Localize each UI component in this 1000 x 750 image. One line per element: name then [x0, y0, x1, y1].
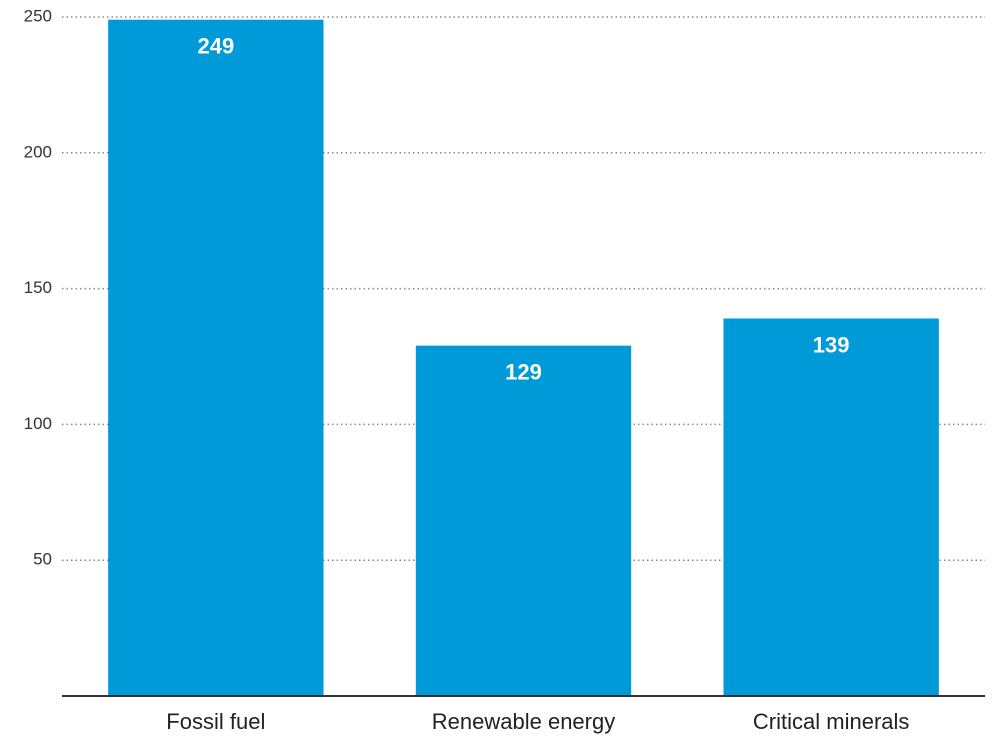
value-label: 139: [813, 332, 850, 357]
value-label: 249: [197, 34, 234, 59]
x-tick-label: Fossil fuel: [166, 709, 265, 734]
y-tick-label: 200: [24, 142, 52, 161]
x-tick-label: Critical minerals: [753, 709, 909, 734]
bar: [108, 19, 324, 696]
bar: [415, 345, 632, 696]
y-tick-label: 100: [24, 414, 52, 433]
bar: [723, 318, 939, 696]
y-tick-label: 150: [24, 278, 52, 297]
value-label: 129: [505, 359, 542, 384]
y-tick-label: 50: [33, 550, 52, 569]
y-tick-label: 250: [24, 6, 52, 25]
x-tick-label: Renewable energy: [432, 709, 615, 734]
